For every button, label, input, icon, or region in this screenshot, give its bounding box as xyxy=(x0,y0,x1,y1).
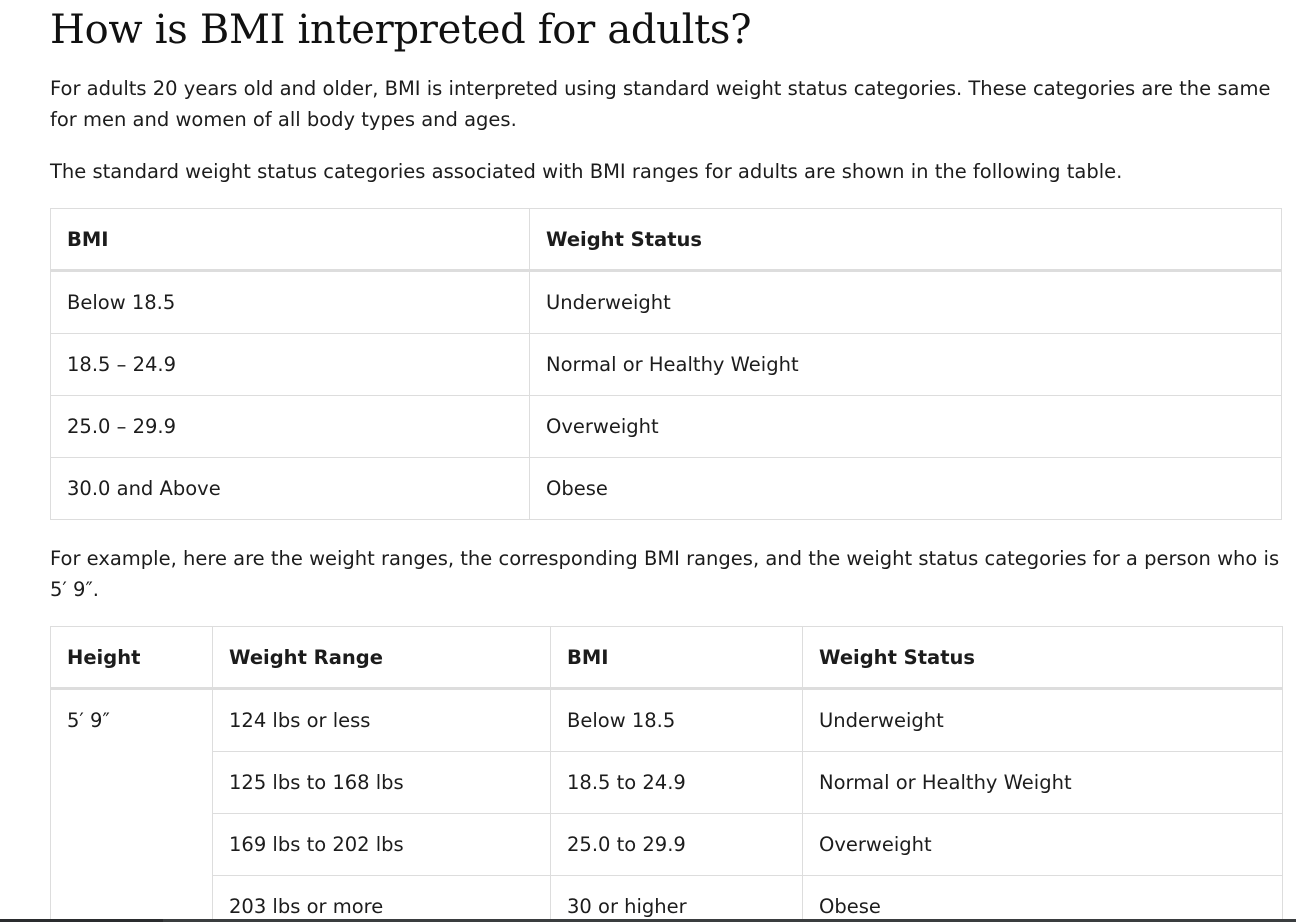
weight-status-cell: Underweight xyxy=(529,270,1282,334)
table-row: Below 18.5 Underweight xyxy=(50,270,1282,334)
bmi-cell: 18.5 to 24.9 xyxy=(550,751,803,814)
height-cell: 5′ 9″ xyxy=(50,688,213,922)
weight-range-cell: 125 lbs to 168 lbs xyxy=(212,751,551,814)
table-row: 18.5 – 24.9 Normal or Healthy Weight xyxy=(50,333,1282,396)
table-row: 30.0 and Above Obese xyxy=(50,457,1282,520)
bmi-cell: Below 18.5 xyxy=(50,270,530,334)
weight-range-cell: 203 lbs or more xyxy=(212,875,551,922)
example-weight-table: Height Weight Range BMI Weight Status 5′… xyxy=(50,626,1283,922)
window-bottom-edge xyxy=(0,919,1296,922)
column-header-weight-status: Weight Status xyxy=(529,208,1282,272)
weight-range-cell: 169 lbs to 202 lbs xyxy=(212,813,551,876)
weight-status-cell: Normal or Healthy Weight xyxy=(802,751,1283,814)
column-header-bmi: BMI xyxy=(550,626,803,690)
weight-status-cell: Overweight xyxy=(529,395,1282,458)
weight-status-cell: Overweight xyxy=(802,813,1283,876)
weight-status-cell: Underweight xyxy=(802,688,1283,752)
page-title: How is BMI interpreted for adults? xyxy=(50,7,752,53)
bmi-categories-table: BMI Weight Status Below 18.5 Underweight… xyxy=(50,208,1282,520)
weight-status-cell: Normal or Healthy Weight xyxy=(529,333,1282,396)
weight-status-cell: Obese xyxy=(529,457,1282,520)
table-row: 5′ 9″ 124 lbs or less Below 18.5 Underwe… xyxy=(50,688,1283,922)
bmi-cell: 30 or higher xyxy=(550,875,803,922)
weight-status-cell: Obese xyxy=(802,875,1283,922)
bmi-cell: 30.0 and Above xyxy=(50,457,530,520)
column-header-bmi: BMI xyxy=(50,208,530,272)
bmi-cell: 18.5 – 24.9 xyxy=(50,333,530,396)
column-header-weight-range: Weight Range xyxy=(212,626,551,690)
bmi-cell: 25.0 – 29.9 xyxy=(50,395,530,458)
table-header-row: Height Weight Range BMI Weight Status xyxy=(50,626,1283,690)
table-intro-paragraph: The standard weight status categories as… xyxy=(50,160,1123,183)
article-content: How is BMI interpreted for adults? For a… xyxy=(50,0,1283,922)
bmi-cell: Below 18.5 xyxy=(550,688,803,752)
taskbar-segment xyxy=(0,919,163,922)
intro-paragraph: For adults 20 years old and older, BMI i… xyxy=(50,77,1271,131)
example-intro-paragraph: For example, here are the weight ranges,… xyxy=(50,547,1280,601)
table-row: 125 lbs to 168 lbs 18.5 to 24.9 Normal o… xyxy=(51,751,1283,814)
column-header-height: Height xyxy=(50,626,213,690)
table-header-row: BMI Weight Status xyxy=(50,208,1282,272)
weight-range-cell: 124 lbs or less xyxy=(212,688,551,752)
table-row: 203 lbs or more 30 or higher Obese xyxy=(51,875,1283,922)
bmi-cell: 25.0 to 29.9 xyxy=(550,813,803,876)
table-row: 169 lbs to 202 lbs 25.0 to 29.9 Overweig… xyxy=(51,813,1283,876)
column-header-weight-status: Weight Status xyxy=(802,626,1283,690)
table-row: 25.0 – 29.9 Overweight xyxy=(50,395,1282,458)
